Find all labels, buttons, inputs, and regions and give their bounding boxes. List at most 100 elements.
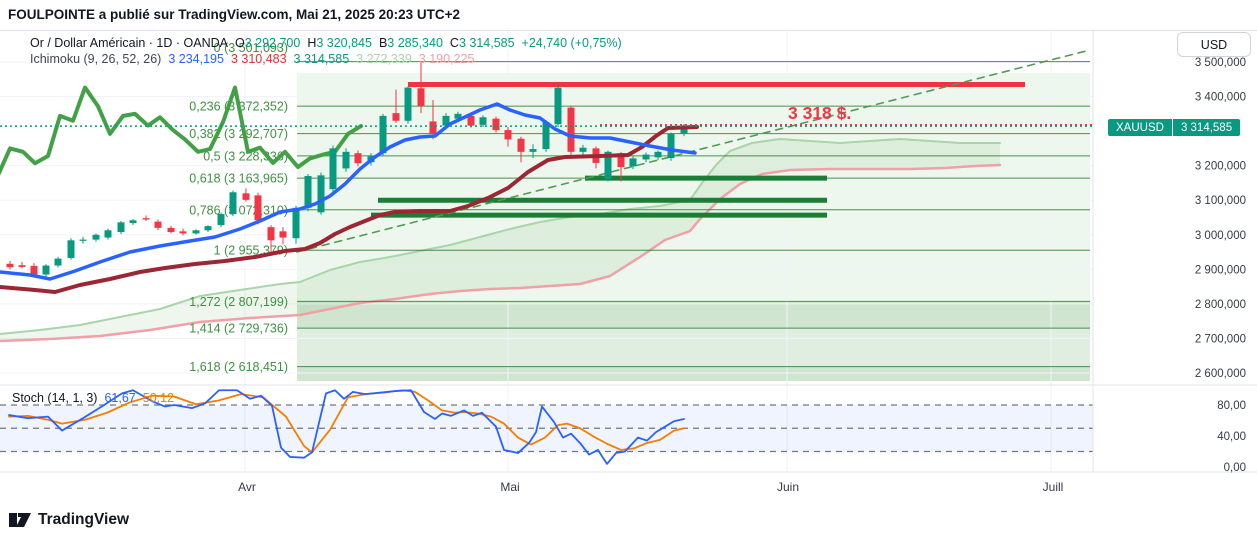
stoch-k-value: 61,67 — [104, 391, 136, 405]
candle — [167, 225, 175, 234]
candle — [279, 227, 287, 245]
candle — [254, 192, 262, 225]
candle — [142, 215, 150, 221]
open-label: O — [234, 36, 245, 50]
currency-toggle-button[interactable]: USD — [1177, 32, 1251, 57]
chikou-span-line — [0, 85, 363, 176]
ichimoku-leada-value: 3 272,339 — [356, 52, 412, 66]
fib-level-label: 0,382 (3 292,707) — [189, 127, 288, 141]
candle — [18, 261, 26, 269]
dashed-trendline — [296, 49, 1091, 253]
badge-price: 3 314,585 — [1172, 119, 1241, 136]
price-axis-tick: 3 000,000 — [1195, 230, 1246, 242]
candle — [129, 218, 137, 226]
candle — [529, 144, 537, 159]
candle — [292, 205, 300, 244]
price-axis-tick: 3 400,000 — [1195, 92, 1246, 104]
candle — [479, 115, 487, 127]
time-axis-month-label: Mai — [500, 480, 519, 494]
widget-top-border — [0, 30, 1257, 31]
candle — [429, 100, 437, 140]
candle — [92, 233, 100, 242]
time-axis-month-label: Avr — [238, 480, 256, 494]
open-value: 3 292,700 — [244, 36, 301, 50]
candle — [554, 84, 562, 127]
time-axis-month-label: Juin — [777, 480, 799, 494]
candle — [192, 229, 200, 235]
price-axis-tick: 2 800,000 — [1195, 299, 1246, 311]
fib-level-label: 0,618 (3 163,965) — [189, 172, 288, 186]
high-label: H — [307, 36, 317, 50]
candle — [404, 86, 412, 124]
candle — [317, 172, 325, 215]
fib-shade-band — [297, 328, 1090, 367]
candle — [42, 264, 50, 277]
senkou-b-line — [0, 163, 1002, 343]
low-value: 3 285,340 — [387, 36, 443, 50]
candle — [667, 132, 675, 161]
candle — [217, 212, 225, 228]
price-axis-tick: 2 700,000 — [1195, 333, 1246, 345]
ichimoku-label[interactable]: Ichimoku (9, 26, 52, 26) — [30, 52, 162, 66]
price-axis-tick: 2 600,000 — [1195, 368, 1246, 380]
candle — [392, 89, 400, 123]
candle — [329, 145, 337, 192]
stoch-label[interactable]: Stoch (14, 1, 3) — [12, 391, 98, 405]
candle — [79, 236, 87, 244]
ichimoku-legend[interactable]: Ichimoku (9, 26, 52, 26) 3 234,195 3 310,4… — [30, 52, 474, 66]
senkou-a-line — [0, 138, 1001, 335]
candle — [654, 150, 662, 161]
candle — [642, 152, 650, 163]
change-value: +24,740 (+0,75%) — [521, 36, 622, 50]
symbol-legend[interactable]: Or / Dollar Américain · 1D · OANDA O3 292… — [30, 36, 622, 50]
fib-level-label: 0 (3 501,093) — [214, 41, 288, 55]
footer-brand: TradingView — [38, 511, 130, 528]
ichimoku-lagging-value: 3 314,585 — [293, 52, 350, 66]
candle — [204, 225, 212, 233]
fib-shade-band — [297, 367, 1090, 381]
candle — [579, 144, 587, 156]
price-callout-label: 3 318 $. — [788, 103, 852, 123]
fib-shade-band — [297, 302, 1090, 328]
ichimoku-conversion-value: 3 234,195 — [168, 52, 224, 66]
stoch-legend[interactable]: Stoch (14, 1, 3) 61,67 50,12 — [12, 391, 174, 405]
stoch-axis-tick: 0,00 — [1224, 462, 1246, 474]
footer[interactable]: TradingView — [8, 508, 129, 532]
publish-header: FOULPOINTE a publié sur TradingView.com,… — [8, 7, 461, 22]
price-axis-tick: 2 900,000 — [1195, 264, 1246, 276]
candle — [517, 136, 525, 163]
candle — [379, 113, 387, 156]
tenkan-sen-line — [0, 102, 697, 281]
ichimoku-base-value: 3 310,483 — [230, 52, 287, 66]
fib-level-label: 1,618 (2 618,451) — [189, 360, 288, 374]
stoch-d-value: 50,12 — [142, 391, 175, 405]
candle — [492, 116, 500, 133]
candle — [54, 256, 62, 268]
candle — [229, 190, 237, 217]
badge-symbol: XAUUSD — [1108, 119, 1173, 136]
candle — [104, 228, 112, 240]
symbol-title[interactable]: Or / Dollar Américain · 1D · OANDA — [30, 36, 228, 50]
close-label: C — [449, 36, 459, 50]
stoch-k-line — [8, 389, 685, 465]
kumo-cloud-fill — [0, 139, 1000, 341]
close-value: 3 314,585 — [458, 36, 515, 50]
stoch-axis-tick: 40,00 — [1217, 431, 1246, 443]
candle — [342, 148, 350, 172]
price-axis-tick: 3 200,000 — [1195, 161, 1246, 173]
time-axis-month-label: Juill — [1043, 480, 1064, 494]
fib-level-label: 1,272 (2 807,199) — [189, 295, 288, 309]
candle — [504, 126, 512, 147]
candle — [6, 261, 14, 270]
candle — [179, 228, 187, 236]
kijun-sen-line — [0, 125, 699, 294]
last-price-badge: XAUUSD 3 314,585 — [1108, 119, 1241, 136]
candle — [67, 238, 75, 260]
candle — [417, 62, 425, 114]
candle — [267, 225, 275, 253]
stoch-d-line — [8, 389, 685, 454]
candle — [354, 150, 362, 167]
stoch-axis-tick: 80,00 — [1217, 400, 1246, 412]
